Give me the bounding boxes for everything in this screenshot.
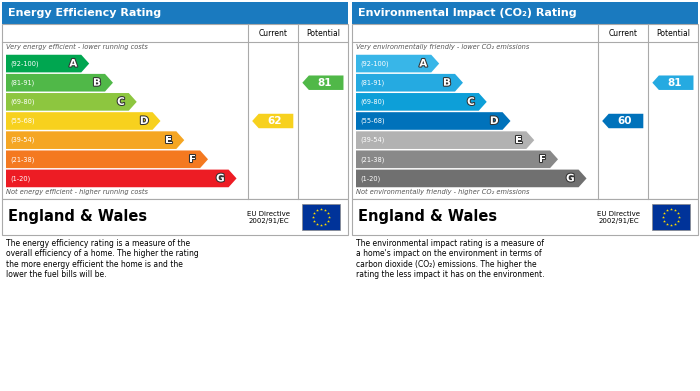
Text: A: A [419, 59, 427, 68]
Text: Not environmentally friendly - higher CO₂ emissions: Not environmentally friendly - higher CO… [356, 189, 529, 195]
Text: Very environmentally friendly - lower CO₂ emissions: Very environmentally friendly - lower CO… [356, 44, 529, 50]
Text: (39-54): (39-54) [360, 137, 384, 143]
Text: B: B [443, 78, 451, 88]
Bar [2, 199, 348, 235]
Polygon shape [6, 131, 184, 149]
Text: (55-68): (55-68) [360, 118, 384, 124]
Polygon shape [652, 75, 694, 90]
Text: G: G [566, 174, 575, 183]
Text: (1-20): (1-20) [10, 175, 30, 182]
Text: The environmental impact rating is a measure of
a home's impact on the environme: The environmental impact rating is a mea… [356, 239, 545, 279]
Bar [352, 24, 698, 199]
Text: D: D [140, 116, 148, 126]
Polygon shape [6, 55, 89, 72]
Text: 62: 62 [267, 116, 282, 126]
Polygon shape [356, 55, 439, 72]
Text: England & Wales: England & Wales [358, 210, 497, 224]
Polygon shape [356, 151, 558, 168]
Bar [302, 204, 340, 230]
Text: (21-38): (21-38) [360, 156, 384, 163]
Text: E: E [165, 135, 172, 145]
Polygon shape [356, 170, 587, 187]
Text: E: E [515, 135, 522, 145]
Bar [652, 204, 690, 230]
Text: (21-38): (21-38) [10, 156, 34, 163]
Text: England & Wales: England & Wales [8, 210, 147, 224]
Text: A: A [69, 59, 77, 68]
Text: The energy efficiency rating is a measure of the
overall efficiency of a home. T: The energy efficiency rating is a measur… [6, 239, 199, 279]
Text: F: F [189, 154, 196, 164]
Text: (81-91): (81-91) [10, 79, 34, 86]
Text: (1-20): (1-20) [360, 175, 380, 182]
Text: Energy Efficiency Rating: Energy Efficiency Rating [8, 8, 161, 18]
Text: (81-91): (81-91) [360, 79, 384, 86]
Text: C: C [117, 97, 125, 107]
Text: (69-80): (69-80) [360, 99, 384, 105]
Polygon shape [602, 114, 643, 128]
Text: Current: Current [258, 29, 287, 38]
Polygon shape [356, 112, 510, 130]
Bar [2, 2, 348, 24]
Polygon shape [356, 93, 486, 111]
Bar [2, 24, 348, 199]
Text: Current: Current [608, 29, 637, 38]
Text: (55-68): (55-68) [10, 118, 34, 124]
Polygon shape [6, 170, 237, 187]
Polygon shape [6, 112, 160, 130]
Text: 81: 81 [668, 78, 682, 88]
Text: Very energy efficient - lower running costs: Very energy efficient - lower running co… [6, 44, 148, 50]
Polygon shape [356, 131, 534, 149]
Polygon shape [6, 74, 113, 91]
Polygon shape [6, 93, 136, 111]
Polygon shape [356, 74, 463, 91]
Bar [352, 2, 698, 24]
Text: F: F [539, 154, 546, 164]
Text: (92-100): (92-100) [360, 60, 389, 67]
Polygon shape [302, 75, 344, 90]
Text: Potential: Potential [656, 29, 690, 38]
Text: Environmental Impact (CO₂) Rating: Environmental Impact (CO₂) Rating [358, 8, 577, 18]
Text: G: G [216, 174, 225, 183]
Text: 81: 81 [318, 78, 332, 88]
Text: Potential: Potential [306, 29, 340, 38]
Text: C: C [467, 97, 475, 107]
Text: EU Directive
2002/91/EC: EU Directive 2002/91/EC [247, 210, 290, 224]
Text: (69-80): (69-80) [10, 99, 34, 105]
Text: 60: 60 [617, 116, 632, 126]
Polygon shape [6, 151, 208, 168]
Text: EU Directive
2002/91/EC: EU Directive 2002/91/EC [597, 210, 640, 224]
Polygon shape [252, 114, 293, 128]
Bar [352, 199, 698, 235]
Text: (92-100): (92-100) [10, 60, 38, 67]
Text: (39-54): (39-54) [10, 137, 34, 143]
Text: Not energy efficient - higher running costs: Not energy efficient - higher running co… [6, 189, 148, 195]
Text: B: B [93, 78, 101, 88]
Text: D: D [490, 116, 498, 126]
